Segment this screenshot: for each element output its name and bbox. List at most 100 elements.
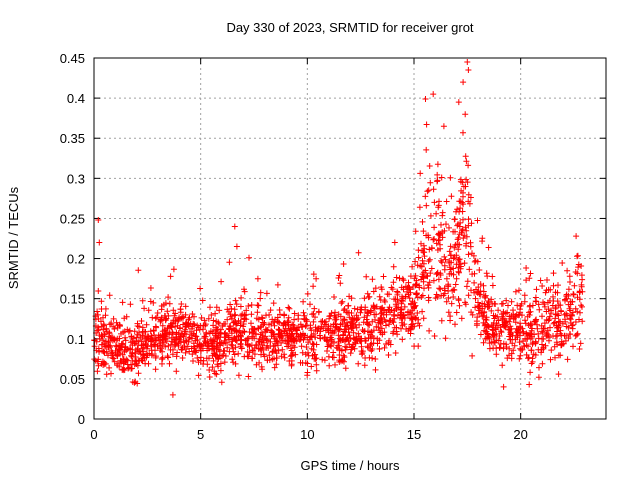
data-point: [234, 337, 240, 344]
y-tick-label: 0.15: [60, 292, 85, 307]
data-point: [136, 323, 142, 330]
data-point: [263, 290, 270, 297]
data-point: [436, 285, 443, 292]
data-point: [154, 310, 161, 316]
data-point: [385, 352, 392, 358]
data-point: [458, 315, 465, 322]
data-point: [159, 322, 166, 329]
data-point: [228, 341, 235, 348]
data-point: [275, 347, 282, 354]
data-point: [570, 291, 577, 297]
data-point: [358, 343, 365, 350]
data-point: [465, 216, 472, 223]
data-point: [445, 294, 452, 301]
data-point: [141, 305, 148, 312]
data-point: [372, 356, 379, 362]
data-point: [469, 271, 476, 278]
data-point: [248, 311, 255, 318]
data-point: [555, 282, 561, 289]
data-point: [412, 228, 419, 235]
data-point: [109, 349, 116, 356]
data-point: [332, 361, 338, 368]
data-point: [348, 310, 355, 316]
data-point: [527, 308, 534, 315]
data-point: [497, 341, 504, 347]
data-point: [507, 323, 514, 330]
data-point: [482, 335, 489, 342]
data-point: [481, 293, 488, 300]
data-point: [169, 330, 176, 337]
data-point: [300, 309, 307, 316]
data-point: [440, 123, 447, 130]
data-point: [298, 343, 305, 350]
data-point: [168, 323, 175, 330]
data-point: [271, 364, 278, 371]
data-point: [139, 297, 146, 304]
data-point: [378, 284, 385, 291]
data-point: [182, 323, 189, 330]
data-point: [537, 277, 544, 284]
data-point: [400, 286, 407, 293]
data-point: [500, 308, 507, 315]
data-point: [504, 309, 511, 316]
data-point: [570, 343, 576, 350]
data-point: [443, 298, 450, 305]
data-point: [540, 336, 547, 342]
data-point: [248, 320, 254, 327]
data-point: [452, 281, 459, 288]
data-point: [566, 305, 573, 312]
data-point: [165, 312, 172, 319]
data-point: [424, 188, 431, 195]
data-point: [135, 267, 142, 274]
data-point: [257, 331, 264, 338]
data-point: [308, 333, 315, 339]
data-point: [211, 338, 218, 345]
data-point: [518, 300, 525, 307]
data-point: [160, 332, 167, 339]
data-point: [510, 347, 517, 354]
data-point: [446, 248, 453, 255]
data-point: [178, 301, 185, 307]
data-point: [255, 316, 262, 323]
data-point: [215, 354, 222, 361]
axis-ticks: 0 0.05 0.1 0.15 0.2 0.25 0.3 0.35 0.4 0.45 0 5 10 15 2…: [60, 51, 606, 442]
data-point: [572, 269, 579, 275]
data-point: [319, 356, 326, 363]
x-axis-label: GPS time / hours: [301, 458, 400, 473]
data-point: [532, 318, 539, 325]
data-point: [116, 347, 123, 354]
data-point: [162, 343, 169, 350]
data-point: [167, 323, 174, 329]
data-point: [245, 373, 252, 380]
data-point: [332, 320, 339, 327]
data-point: [479, 235, 486, 242]
data-point: [222, 320, 229, 327]
data-point: [538, 328, 545, 335]
data-point: [553, 322, 560, 329]
data-point: [154, 343, 161, 350]
data-point: [574, 252, 581, 259]
data-point: [390, 279, 397, 286]
data-point: [377, 315, 384, 322]
data-point: [245, 341, 251, 347]
data-point: [173, 368, 180, 375]
data-point: [104, 328, 110, 335]
data-point: [441, 285, 448, 292]
data-point: [438, 317, 445, 324]
data-point: [513, 332, 520, 339]
data-point: [135, 337, 142, 344]
data-point: [165, 342, 172, 349]
data-point: [188, 325, 195, 332]
data-point: [279, 333, 286, 339]
data-point: [232, 311, 239, 318]
data-point: [452, 228, 458, 235]
data-point: [159, 356, 166, 362]
data-point: [362, 335, 368, 342]
data-point: [216, 348, 223, 355]
data-point: [552, 354, 558, 361]
data-point: [135, 370, 142, 377]
data-point: [490, 331, 497, 338]
data-point: [207, 304, 213, 311]
data-point: [540, 344, 547, 351]
data-point: [453, 309, 460, 316]
